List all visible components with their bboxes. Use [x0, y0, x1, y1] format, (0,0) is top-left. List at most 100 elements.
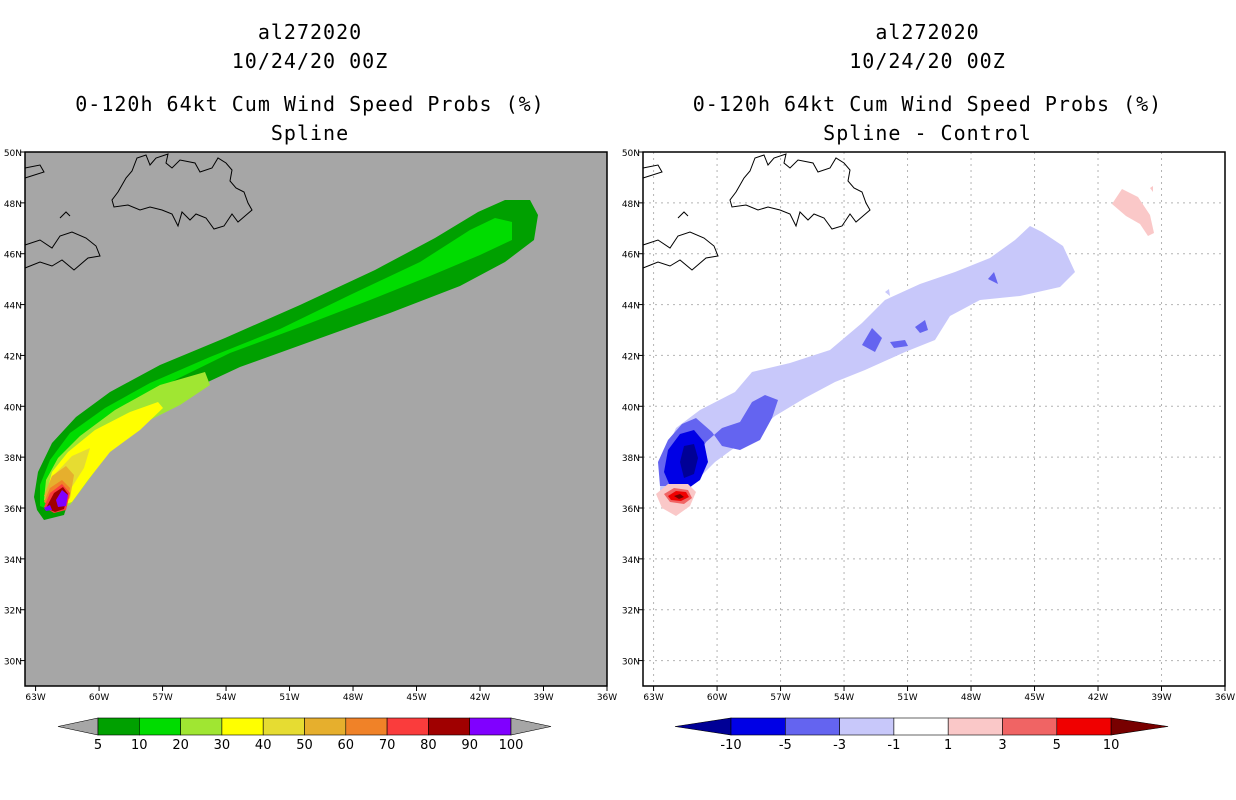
lat-tick-label: 34N [4, 556, 22, 566]
colorbar-swatch [262, 717, 305, 736]
lat-tick-label: 44N [622, 302, 640, 312]
lat-tick-label: 30N [4, 658, 22, 668]
newfoundland-coast [729, 153, 871, 230]
lon-tick-label: 60W [707, 693, 727, 703]
diff-contour-minus-3-c [890, 340, 908, 348]
right-lon-axis: 63W 60W 57W 54W 51W 48W 45W 42W 39W 36W [643, 686, 1235, 703]
lat-tick-label: 40N [622, 403, 640, 413]
colorbar-label: -1 [887, 738, 900, 753]
colorbar-swatch [139, 717, 181, 736]
lon-tick-label: 48W [343, 693, 363, 703]
lon-tick-label: 36W [597, 693, 617, 703]
lon-tick-label: 57W [770, 693, 790, 703]
diff-contour-minus-1-speck [885, 289, 890, 296]
left-lon-axis: 63W 60W 57W 54W 51W 48W 45W 42W 39W 36W [25, 686, 617, 703]
left-coastlines [24, 153, 253, 271]
lon-tick-label: 45W [1024, 693, 1044, 703]
colorbar-swatch [180, 717, 223, 736]
colorbar-label: 20 [172, 738, 189, 753]
lon-tick-label: 57W [152, 693, 172, 703]
lat-tick-label: 46N [4, 251, 22, 261]
colorbar-swatch [1056, 717, 1112, 736]
colorbar-label: 90 [461, 738, 478, 753]
colorbar-swatch [428, 717, 470, 736]
colorbar-label: 70 [379, 738, 396, 753]
diff-contour-plus-1-ne [1112, 189, 1154, 236]
lon-tick-label: 42W [1088, 693, 1108, 703]
left-storm-id: al272020 [257, 20, 363, 44]
lat-tick-label: 34N [622, 556, 640, 566]
lon-tick-label: 63W [643, 693, 663, 703]
lon-tick-label: 39W [1151, 693, 1171, 703]
lat-tick-label: 38N [4, 454, 22, 464]
colorbar-swatch [97, 717, 140, 736]
lat-tick-label: 48N [4, 200, 22, 210]
lon-tick-label: 54W [216, 693, 236, 703]
lon-tick-label: 54W [834, 693, 854, 703]
right-lat-axis: 50N 48N 46N 44N 42N 40N 38N 36N 34N 32N 30N [622, 149, 643, 668]
lat-tick-label: 40N [4, 403, 22, 413]
colorbar-label: 3 [998, 738, 1006, 753]
colorbar-label: 10 [131, 738, 148, 753]
diff-contour-minus-10 [680, 444, 698, 478]
colorbar-swatch [784, 717, 840, 736]
left-map-panel: 50N 48N 46N 44N 42N 40N 38N 36N 34N 32N 30N 63W 60W… [4, 149, 617, 703]
lat-tick-label: 46N [622, 251, 640, 261]
lon-tick-label: 48W [961, 693, 981, 703]
colorbar-label: -3 [833, 738, 846, 753]
lon-tick-label: 51W [897, 693, 917, 703]
lat-tick-label: 32N [4, 607, 22, 617]
lon-tick-label: 36W [1215, 693, 1235, 703]
lat-tick-label: 44N [4, 302, 22, 312]
colorbar-label: -5 [779, 738, 792, 753]
colorbar-high-arrow [510, 717, 552, 736]
diff-contour-minus-3-e [988, 272, 998, 284]
lon-tick-label: 45W [406, 693, 426, 703]
diff-contour-plus-1-ne-b [1150, 186, 1153, 192]
colorbar-swatch [469, 717, 512, 736]
colorbar-label: 1 [944, 738, 952, 753]
prob-core-100 [44, 505, 52, 511]
colorbar-label: 40 [255, 738, 272, 753]
right-chart-subtitle: Spline - Control [823, 121, 1032, 145]
colorbar-label: 5 [1053, 738, 1061, 753]
colorbar-low-arrow [57, 717, 99, 736]
left-panel-title: al272020 10/24/20 00Z 0-120h 64kt Cum Wi… [15, 18, 605, 148]
diff-contour-minus-1 [660, 226, 1075, 505]
lon-tick-label: 63W [25, 693, 45, 703]
lat-tick-label: 32N [622, 607, 640, 617]
left-lat-axis: 50N 48N 46N 44N 42N 40N 38N 36N 34N 32N 30N [4, 149, 25, 668]
right-chart-title: 0-120h 64kt Cum Wind Speed Probs (%) [692, 92, 1163, 116]
left-map-frame [24, 151, 608, 687]
island-coast [677, 211, 689, 219]
nova-scotia-coast [24, 231, 101, 271]
diff-contour-minus-3-d [915, 320, 928, 333]
lat-tick-label: 50N [4, 149, 22, 159]
colorbar-swatch [730, 717, 786, 736]
colorbar-swatch [1002, 717, 1058, 736]
left-chart-title: 0-120h 64kt Cum Wind Speed Probs (%) [75, 92, 545, 116]
colorbar-label: 100 [499, 738, 524, 753]
colorbar-swatch [893, 717, 949, 736]
lat-tick-label: 36N [622, 505, 640, 515]
diff-contour-plus-10 [674, 494, 684, 499]
colorbar-swatch [304, 717, 347, 736]
island-coast [59, 211, 71, 219]
lat-tick-label: 38N [622, 454, 640, 464]
right-colorbar: -10 -5 -3 -1 1 3 5 10 [674, 717, 1169, 753]
lat-tick-label: 48N [622, 200, 640, 210]
lat-tick-label: 42N [622, 352, 640, 362]
right-panel-title: al272020 10/24/20 00Z 0-120h 64kt Cum Wi… [630, 18, 1225, 148]
left-probability-shading [34, 200, 538, 520]
lon-tick-label: 42W [470, 693, 490, 703]
left-datetime: 10/24/20 00Z [231, 49, 389, 73]
colorbar-high-arrow [1110, 717, 1169, 736]
colorbar-swatch [947, 717, 1003, 736]
colorbar-label: 60 [338, 738, 355, 753]
nova-scotia-coast [642, 231, 719, 271]
colorbar-label: 10 [1103, 738, 1120, 753]
colorbar-swatch [839, 717, 895, 736]
lon-tick-label: 39W [533, 693, 553, 703]
right-datetime: 10/24/20 00Z [849, 49, 1006, 73]
